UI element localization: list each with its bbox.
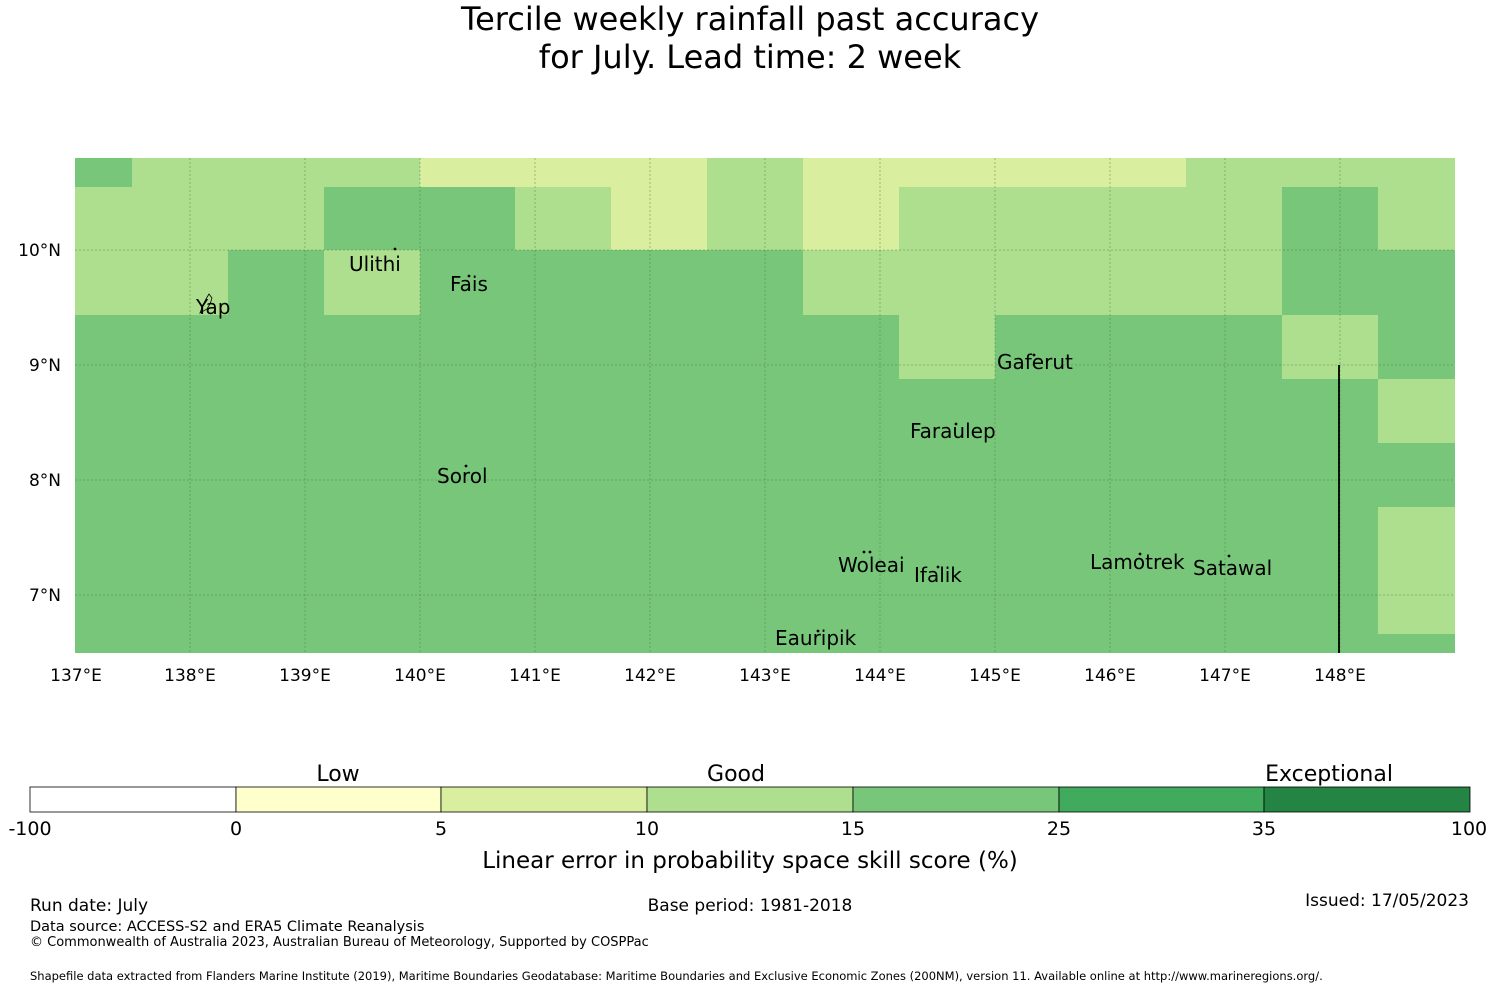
grid-cell <box>1282 315 1378 379</box>
grid-cell <box>611 187 707 250</box>
place-label-fais: Fais <box>450 272 488 296</box>
grid-cell <box>132 158 420 187</box>
colorbar-tick-label: -100 <box>8 818 51 840</box>
category-label-good: Good <box>707 762 765 787</box>
colorbar-tick-label: 15 <box>841 818 865 840</box>
island-dot <box>936 565 940 569</box>
grid-cell <box>899 315 995 379</box>
grid-cell <box>803 158 1186 187</box>
place-label-yap: Yap <box>195 295 230 319</box>
grid-cell <box>899 187 1282 250</box>
place-label-faraulep: Faraulep <box>910 419 996 443</box>
place-label-satawal: Satawal <box>1193 556 1272 580</box>
shapefile-credit: Shapefile data extracted from Flanders M… <box>30 969 1323 983</box>
colorbar-segment <box>1058 786 1265 813</box>
island-dot <box>816 629 820 633</box>
map-title-line-2: for July. Lead time: 2 week <box>538 38 962 76</box>
lon-tick-label: 142°E <box>624 666 676 686</box>
lon-tick-label: 138°E <box>164 666 216 686</box>
colorbar-tick-label: 35 <box>1252 818 1276 840</box>
lat-tick-label: 10°N <box>18 241 61 261</box>
lon-tick-label: 141°E <box>509 666 561 686</box>
colorbar-segment <box>1263 786 1471 813</box>
island-dot <box>1138 552 1142 556</box>
colorbar-segment <box>235 786 442 813</box>
colorbar-tick-label: 25 <box>1047 818 1071 840</box>
run-date: Run date: July <box>30 896 148 916</box>
colorbar-segment <box>852 786 1060 813</box>
island-dot <box>862 550 866 554</box>
copyright-notice: © Commonwealth of Australia 2023, Austra… <box>30 935 649 950</box>
grid-cell <box>75 187 324 250</box>
island-dot <box>868 550 872 554</box>
grid-cell <box>1378 187 1455 250</box>
issued-date: Issued: 17/05/2023 <box>1305 891 1469 911</box>
lat-tick-label: 9°N <box>29 356 61 376</box>
island-dot <box>1032 353 1036 357</box>
colorbar-segment <box>646 786 854 813</box>
colorbar: Low Good Exceptional -100 0 5 10 15 25 3… <box>8 762 1487 874</box>
yap-island-shape <box>199 293 213 314</box>
grid-cell <box>324 250 420 315</box>
island-dot <box>464 464 468 468</box>
map-title-line-1: Tercile weekly rainfall past accuracy <box>460 0 1039 38</box>
place-label-ifalik: Ifalik <box>914 563 962 587</box>
grid-cell <box>1186 158 1455 187</box>
latitude-ticks: 10°N 9°N 8°N 7°N <box>18 241 61 606</box>
island-marks <box>199 247 1231 633</box>
lon-tick-label: 143°E <box>739 666 791 686</box>
place-label-ulithi: Ulithi <box>349 252 401 276</box>
colorbar-segment <box>29 786 237 813</box>
island-dot <box>954 422 958 426</box>
footer: Run date: July Base period: 1981-2018 Is… <box>30 891 1469 983</box>
category-label-exceptional: Exceptional <box>1265 762 1393 787</box>
place-label-gaferut: Gaferut <box>997 350 1073 374</box>
gridlines <box>75 158 1455 653</box>
grid-cell <box>515 187 611 250</box>
colorbar-category-labels: Low Good Exceptional <box>316 762 1393 787</box>
colorbar-tick-label: 10 <box>635 818 659 840</box>
place-labels: Yap Ulithi Fais Gaferut Faraulep Sorol W… <box>195 252 1272 650</box>
colorbar-tick-labels: -100 0 5 10 15 25 35 100 <box>8 818 1487 840</box>
lon-tick-label: 137°E <box>50 666 102 686</box>
lat-tick-label: 7°N <box>29 586 61 606</box>
lon-tick-label: 140°E <box>394 666 446 686</box>
island-dot <box>393 247 397 251</box>
colorbar-tick-label: 5 <box>435 818 447 840</box>
place-label-sorol: Sorol <box>437 464 488 488</box>
colorbar-tick-label: 100 <box>1451 818 1487 840</box>
grid-cell <box>803 250 1282 315</box>
grid-cell <box>707 187 803 250</box>
grid-cell <box>75 250 228 315</box>
island-dot <box>1227 554 1231 558</box>
colorbar-segment <box>440 786 648 813</box>
data-source: Data source: ACCESS-S2 and ERA5 Climate … <box>30 919 424 935</box>
colorbar-segments <box>29 786 1471 813</box>
grid-cell <box>707 158 803 187</box>
lon-tick-label: 139°E <box>279 666 331 686</box>
island-dot <box>467 274 471 278</box>
lat-tick-label: 8°N <box>29 471 61 491</box>
grid-cell <box>803 187 899 250</box>
grid-cell <box>1378 507 1455 634</box>
lon-tick-label: 146°E <box>1084 666 1136 686</box>
colorbar-axis-label: Linear error in probability space skill … <box>482 848 1018 874</box>
colorbar-tick-label: 0 <box>230 818 242 840</box>
lon-tick-label: 145°E <box>969 666 1021 686</box>
category-label-low: Low <box>316 762 359 787</box>
longitude-ticks: 137°E 138°E 139°E 140°E 141°E 142°E 143°… <box>50 666 1366 686</box>
lon-tick-label: 148°E <box>1314 666 1366 686</box>
place-label-lamotrek: Lamotrek <box>1090 550 1185 574</box>
lon-tick-label: 147°E <box>1199 666 1251 686</box>
place-label-woleai: Woleai <box>838 553 905 577</box>
grid-cell <box>1378 379 1455 443</box>
base-period: Base period: 1981-2018 <box>648 896 853 916</box>
place-label-eauripik: Eauripik <box>775 626 857 650</box>
lon-tick-label: 144°E <box>854 666 906 686</box>
grid-cell <box>420 158 707 187</box>
